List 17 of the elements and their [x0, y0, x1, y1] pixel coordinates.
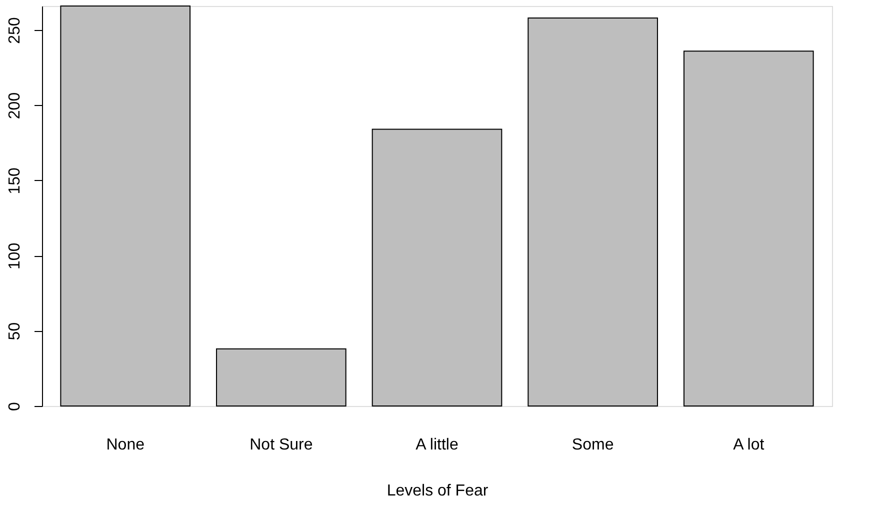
bar: [60, 6, 191, 406]
x-tick-label: Not Sure: [250, 436, 313, 454]
bar: [683, 50, 814, 406]
x-tick-label: None: [106, 436, 145, 454]
x-tick-label: A lot: [733, 436, 765, 454]
y-tick-label: 100: [6, 242, 24, 270]
bar: [216, 348, 346, 406]
bar: [372, 128, 502, 406]
x-axis-title: Levels of Fear: [386, 482, 489, 500]
x-tick-label: Some: [572, 436, 614, 454]
y-tick-label: 50: [6, 322, 24, 340]
y-tick-label: 250: [6, 17, 24, 44]
y-tick-label: 0: [6, 402, 24, 411]
x-tick-label: A little: [416, 436, 458, 454]
y-tick-label: 150: [6, 167, 24, 194]
bar: [528, 18, 658, 406]
y-tick-label: 200: [6, 92, 24, 120]
